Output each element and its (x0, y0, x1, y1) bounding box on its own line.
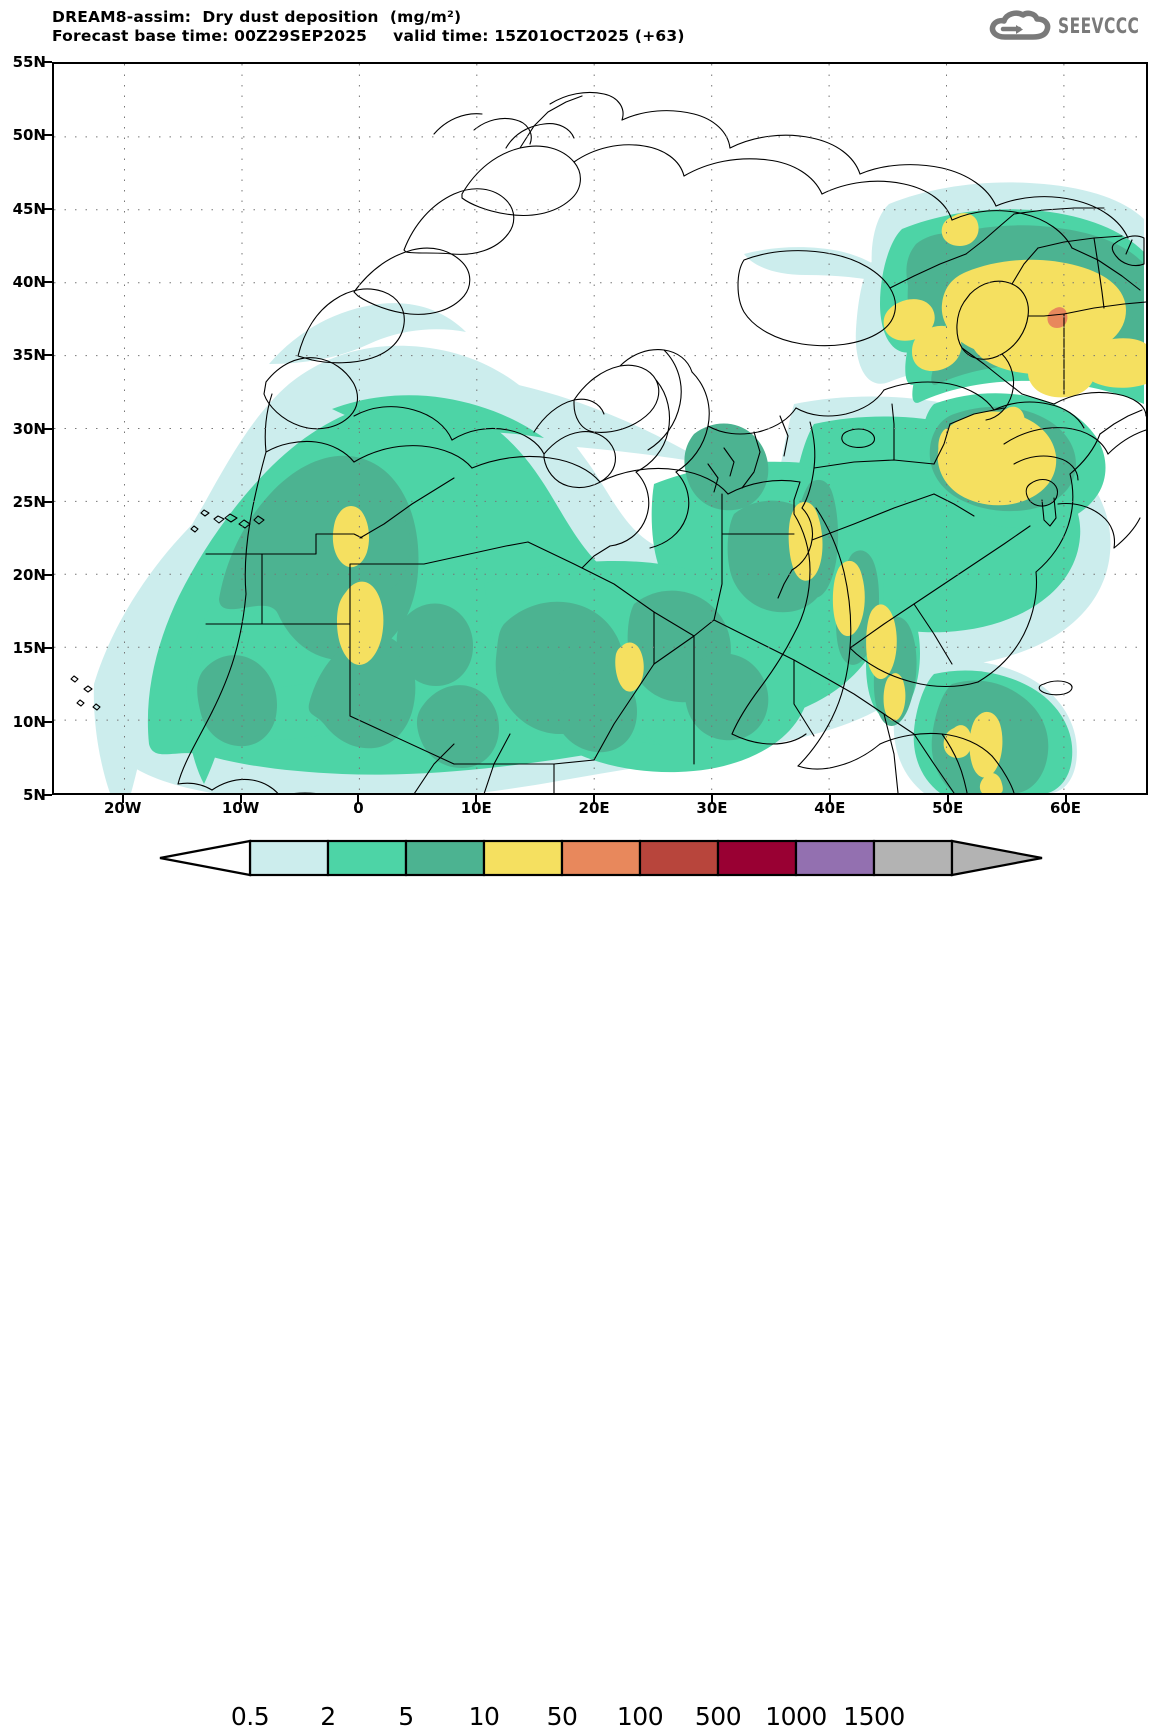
x-tick-mark (946, 794, 949, 803)
colorbar-tick-label: 10 (468, 1702, 500, 1731)
valid-time-label: valid time: (393, 27, 489, 46)
x-tick-label: 50E (932, 799, 964, 817)
colorbar-under-arrow (159, 839, 252, 877)
map-gridlines (54, 64, 1146, 793)
x-tick-label: 10W (221, 799, 260, 817)
page-title: DREAM8-assim: Dry dust deposition (mg/m²… (52, 8, 462, 26)
y-tick-label: 20N (12, 566, 46, 585)
x-tick-mark (710, 794, 713, 803)
colorbar-swatch-level-over-1500[interactable] (872, 839, 954, 877)
y-tick-mark (43, 574, 52, 577)
x-tick-mark (121, 794, 124, 803)
y-tick-mark (43, 354, 52, 357)
colorbar-swatch-level-0.5-2[interactable] (248, 839, 330, 877)
map-coastlines (70, 91, 1146, 793)
cloud-icon (989, 10, 1051, 40)
contour-band-10-50 (332, 213, 1146, 793)
colorbar-swatch-level-500-1000[interactable] (716, 839, 798, 877)
colorbar-swatch-level-1000-1500[interactable] (794, 839, 876, 877)
colorbar[interactable]: 0.5 2 5 10 50 100 500 1000 1500 (0, 838, 1165, 1731)
contour-band-50-100 (1047, 307, 1068, 328)
y-tick-mark (43, 500, 52, 503)
colorbar-swatch-level-5-10[interactable] (404, 839, 486, 877)
y-tick-mark (43, 61, 52, 63)
x-tick-mark (828, 794, 831, 803)
y-tick-mark (43, 794, 52, 796)
x-tick-mark (239, 794, 242, 803)
colorbar-swatch-level-10-50[interactable] (482, 839, 564, 877)
x-tick-mark (357, 794, 360, 803)
x-tick-label: 40E (814, 799, 846, 817)
colorbar-tick-label: 1000 (765, 1702, 827, 1731)
y-tick-label: 45N (12, 199, 46, 218)
colorbar-swatch-level-100-500[interactable] (638, 839, 720, 877)
valid-time-value: 15Z01OCT2025 (494, 27, 630, 46)
map-plot-area[interactable] (52, 62, 1148, 795)
colorbar-tick-label: 100 (616, 1702, 664, 1731)
y-tick-label: 10N (12, 712, 46, 731)
colorbar-tick-label: 50 (546, 1702, 578, 1731)
colorbar-tick-label: 0.5 (230, 1702, 270, 1731)
y-tick-label: 25N (12, 492, 46, 511)
x-tick-mark (593, 794, 596, 803)
x-tick-label: 30E (696, 799, 728, 817)
colorbar-tick-label: 2 (320, 1702, 336, 1731)
chart-title-block: DREAM8-assim: Dry dust deposition (mg/m²… (52, 8, 685, 47)
y-tick-label: 5N (23, 786, 46, 804)
y-tick-mark (43, 720, 52, 723)
dust-deposition-map (54, 64, 1146, 793)
colorbar-swatch-level-50-100[interactable] (560, 839, 642, 877)
logo-text: SEEVCCC (1057, 14, 1140, 38)
y-tick-mark (43, 647, 52, 650)
y-tick-mark (43, 427, 52, 430)
time-subtitle: Forecast base time: 00Z29SEP2025 valid ti… (52, 27, 685, 46)
y-tick-label: 35N (12, 346, 46, 365)
y-tick-label: 50N (12, 126, 46, 145)
seevccc-logo: SEEVCCC (989, 10, 1157, 42)
y-tick-label: 30N (12, 419, 46, 438)
colorbar-tick-label: 1500 (843, 1702, 905, 1731)
y-tick-label: 40N (12, 272, 46, 291)
y-tick-label: 15N (12, 639, 46, 658)
x-tick-label: 20W (103, 799, 142, 817)
colorbar-over-arrow (950, 839, 1043, 877)
colorbar-tick-label: 5 (398, 1702, 414, 1731)
y-tick-mark (43, 207, 52, 210)
x-tick-label: 0 (353, 799, 364, 817)
y-tick-label: 55N (12, 53, 46, 71)
x-tick-label: 20E (578, 799, 610, 817)
colorbar-swatches (159, 839, 1043, 877)
x-tick-label: 10E (460, 799, 492, 817)
colorbar-tick-label: 500 (694, 1702, 742, 1731)
lead-time: (+63) (634, 27, 685, 46)
x-tick-mark (475, 794, 478, 803)
y-tick-mark (43, 280, 52, 283)
y-tick-mark (43, 134, 52, 137)
base-time-value: 00Z29SEP2025 (234, 27, 368, 46)
x-tick-label: 60E (1049, 799, 1082, 817)
base-time-label: Forecast base time: (52, 27, 229, 46)
x-tick-mark (1064, 794, 1067, 803)
colorbar-swatch-level-2-5[interactable] (326, 839, 408, 877)
